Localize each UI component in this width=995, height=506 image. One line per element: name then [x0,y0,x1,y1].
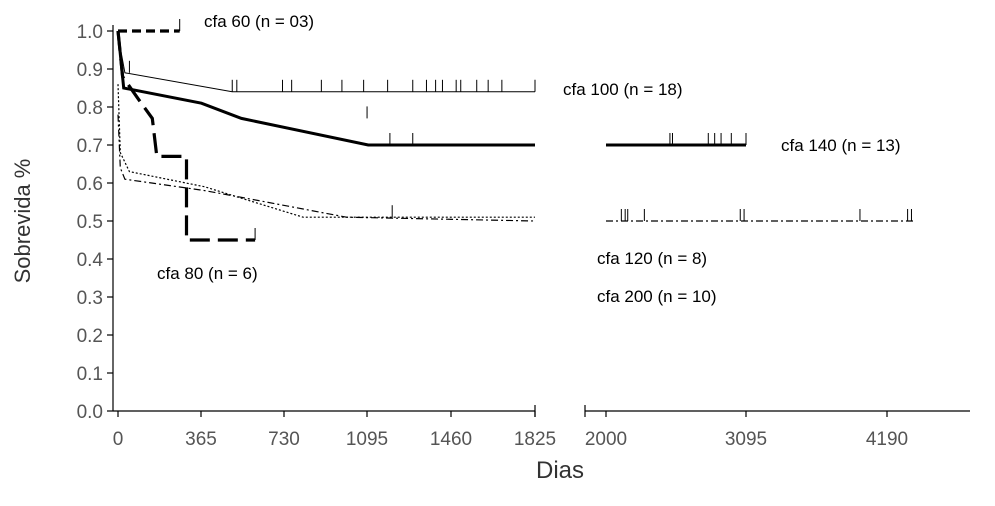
series-line [117,84,535,218]
x-tick-label: 0 [113,429,124,450]
y-tick-label: 0.1 [77,364,103,385]
x-tick-label: 365 [185,429,217,450]
curves [116,19,914,242]
series-line [116,30,256,242]
x-axis-title: Dias [536,457,584,484]
series-annotation: cfa 60 (n = 03) [204,12,314,31]
x-tick-label: 730 [268,429,300,450]
y-tick-label: 0.3 [77,288,103,309]
y-tick-label: 0.9 [77,60,103,81]
y-tick-label: 0.6 [77,174,103,195]
y-tick-label: 0.8 [77,98,103,119]
y-tick-label: 1.0 [77,22,103,43]
series-line [117,114,536,222]
y-tick-label: 0.0 [77,402,103,423]
series-annotation: cfa 100 (n = 18) [563,80,683,99]
y-tick-label: 0.5 [77,212,103,233]
y-tick-label: 0.4 [77,250,104,271]
axes: 0.0 0.1 0.2 0.3 0.4 0.5 0.6 0.7 0.8 0.9 1.0 0 365 730… [77,22,970,450]
series-line [117,30,535,93]
series-annotation: cfa 140 (n = 13) [781,136,901,155]
x-tick-label: 2000 [585,429,627,450]
series-annotation: cfa 120 (n = 8) [597,249,707,268]
series-annotation: cfa 200 (n = 10) [597,287,717,306]
y-axis-title: Sobrevida % [10,159,35,284]
y-tick-label: 0.2 [77,326,103,347]
labels: Dias Sobrevida % cfa 60 (n = 03) cfa 100 (n… [10,12,901,484]
series-annotation: cfa 80 (n = 6) [157,264,258,283]
x-tick-label: 1460 [430,429,472,450]
x-tick-label: 4190 [866,429,908,450]
series-line [116,30,535,147]
x-tick-label: 3095 [725,429,767,450]
x-tick-label: 1095 [346,429,388,450]
y-tick-label: 0.7 [77,136,103,157]
x-tick-label: 1825 [514,429,556,450]
